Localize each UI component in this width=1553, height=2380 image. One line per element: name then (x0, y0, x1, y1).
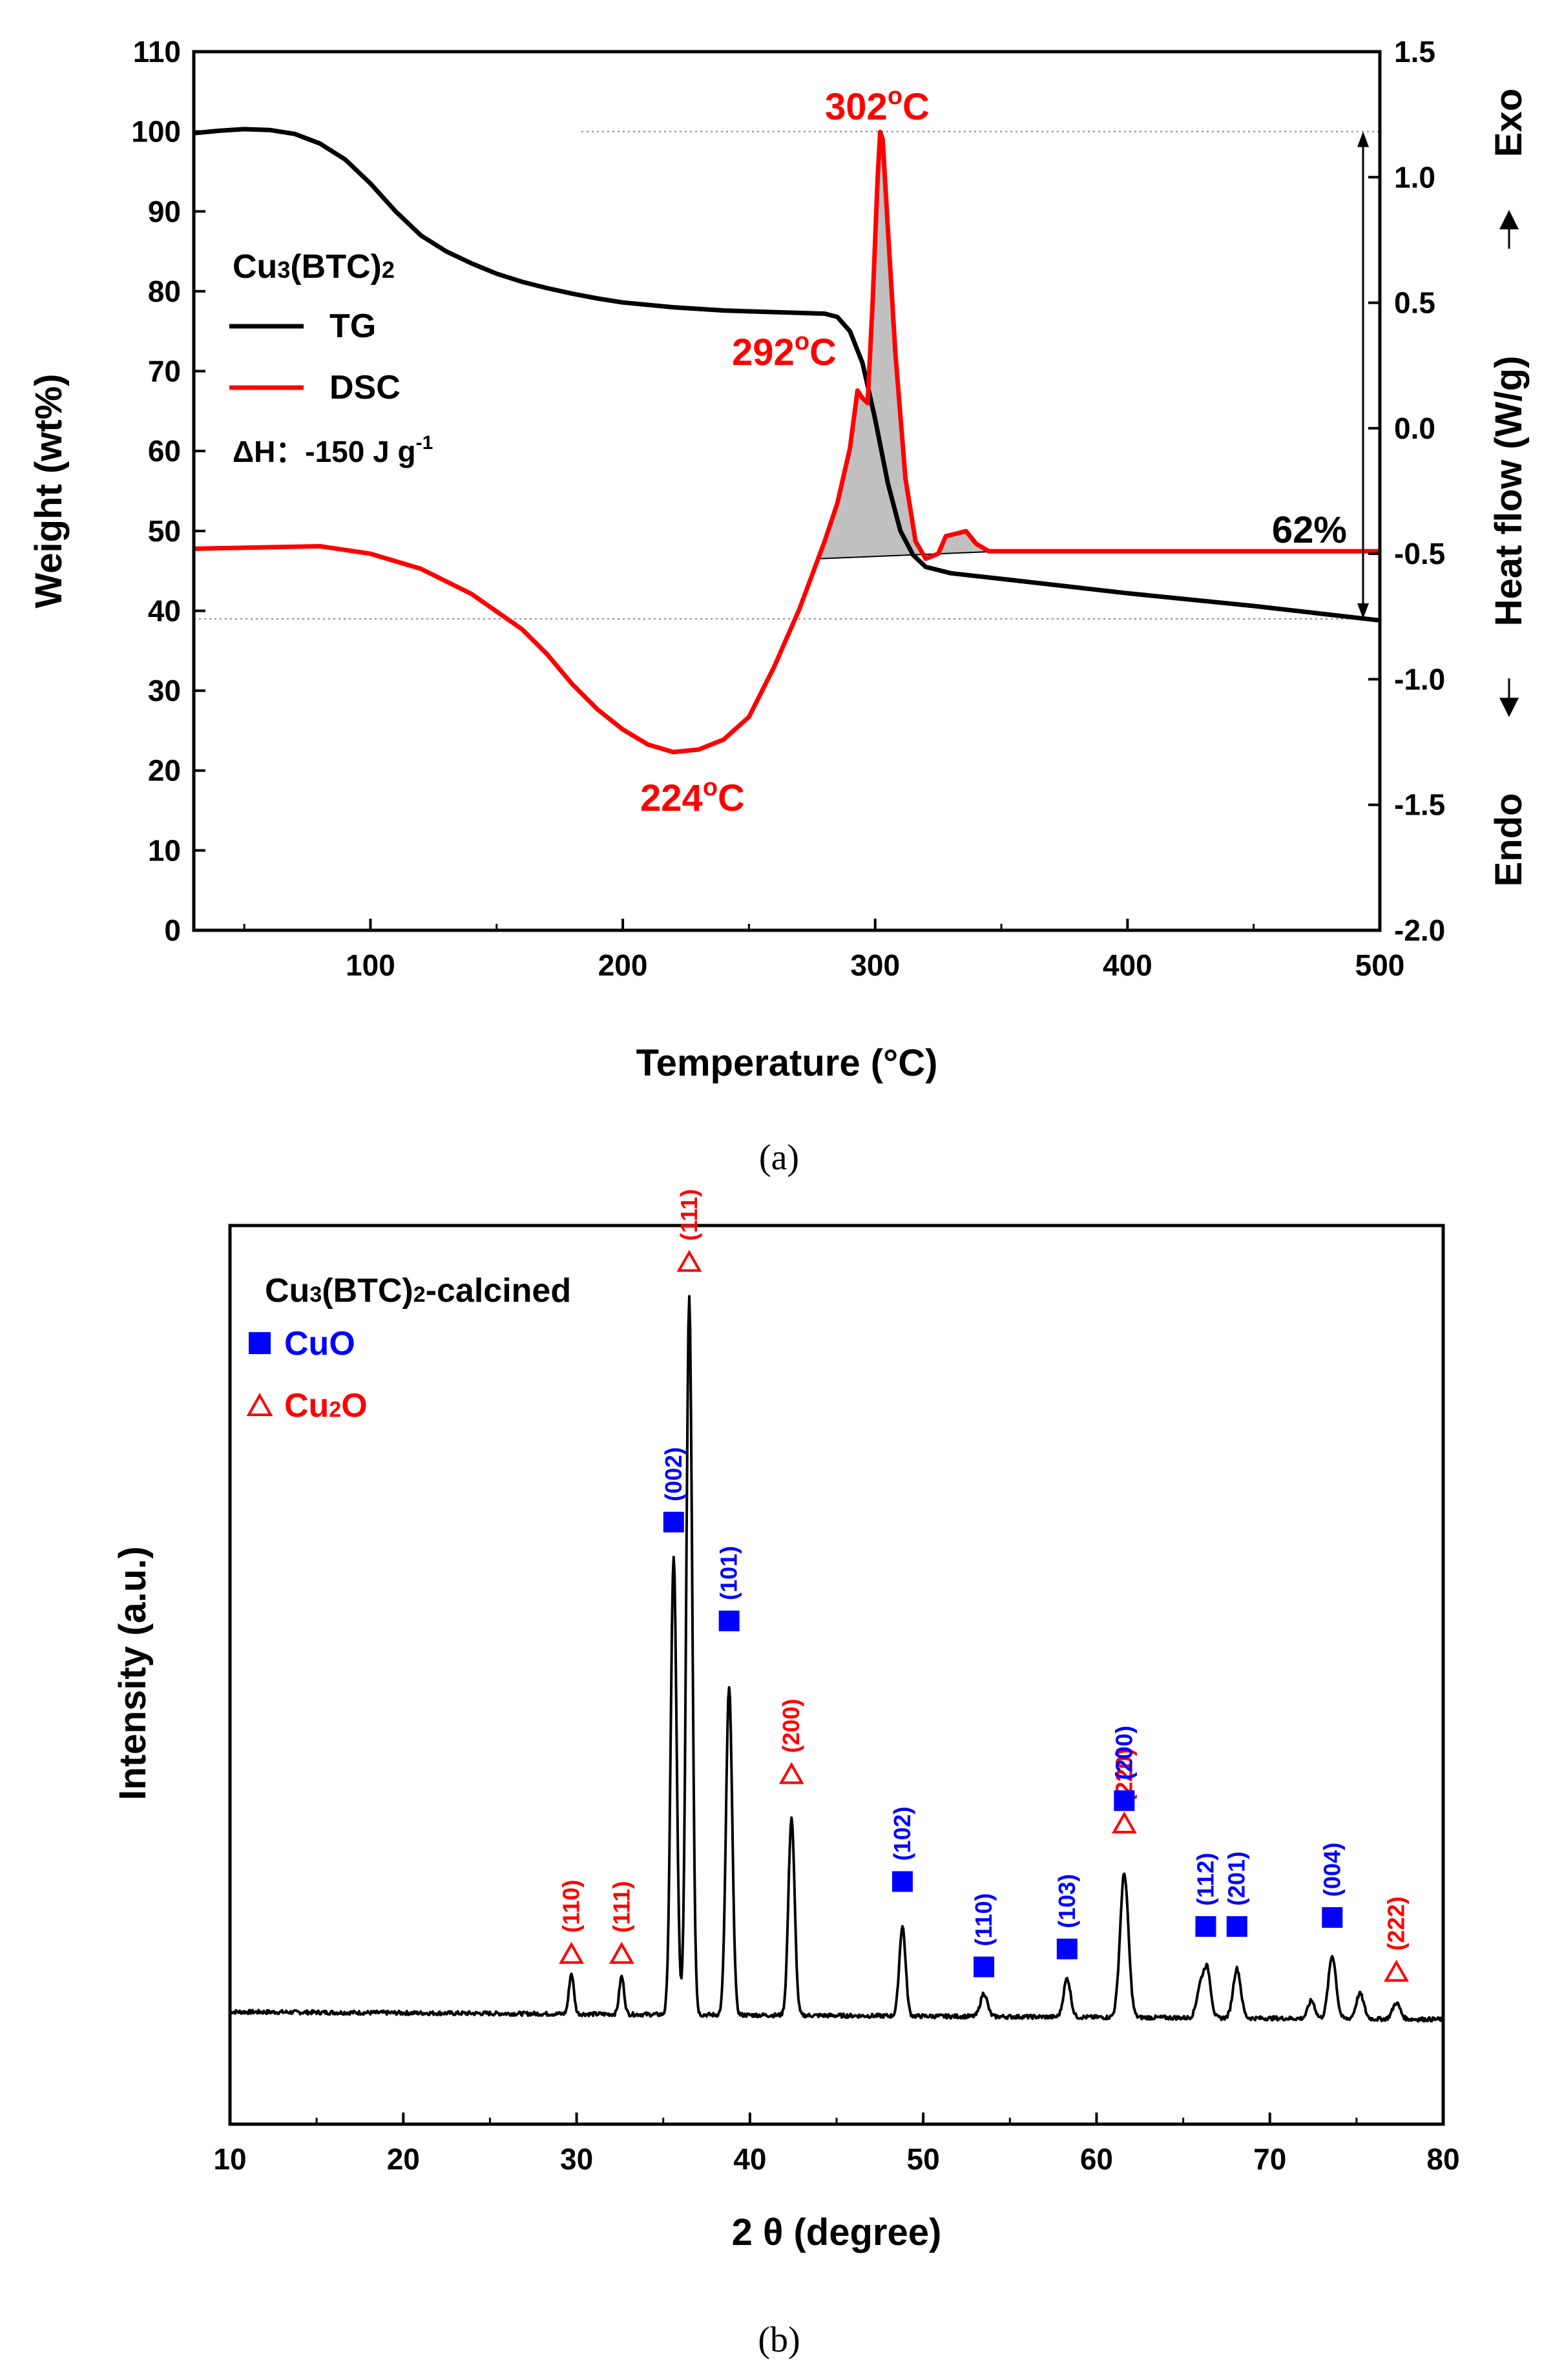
legend-tg-label: TG (329, 308, 376, 345)
y2-tick-label: 1.5 (1394, 35, 1435, 68)
hkl-label: (200) (778, 1698, 804, 1753)
x-tick-label: 400 (1103, 948, 1152, 982)
cu2o-peak-marker (778, 1762, 804, 1784)
cuo-peak-marker (718, 1611, 740, 1632)
x-tick-label: 50 (907, 2142, 940, 2176)
y2-tick-label: 0.5 (1394, 286, 1435, 320)
hkl-label: (101) (716, 1546, 742, 1600)
y-axis-label: Intensity (a.u.) (112, 1546, 154, 1800)
legend: Cu3(BTC)2 TG DSC ΔH：-150 J g-1 (229, 248, 433, 468)
tg-dsc-chart: 100 200 300 400 500 0 10 20 30 40 50 60 70 80 90 100 110… (28, 35, 1530, 1084)
x-tick-label: 100 (346, 948, 395, 982)
x-tick-label: 30 (560, 2142, 593, 2176)
annotation-302c: 302oC (825, 83, 930, 128)
series-xrd-pattern (229, 1295, 1444, 2023)
xrd-chart: (110) (111) (002) (111) (101) (200) (102) (110)… (112, 1189, 1460, 2253)
cuo-peak-marker (663, 1512, 684, 1533)
y-tick-label: 30 (148, 674, 181, 707)
cuo-peak-marker (1056, 1938, 1078, 1959)
y-tick-label: 70 (148, 355, 181, 388)
hkl-label: (002) (660, 1447, 687, 1501)
endo-label: Endo (1488, 793, 1530, 887)
hkl-label: (222) (1383, 1896, 1410, 1950)
x-axis-label: Temperature (°C) (636, 1042, 938, 1084)
series-dsc (193, 129, 1380, 755)
hkl-label: (200) (1110, 1726, 1137, 1780)
arrowhead-down-icon (1357, 603, 1369, 619)
y-tick-label: 20 (148, 754, 181, 788)
hkl-label: (112) (1192, 1853, 1218, 1906)
cuo-peak-marker (1322, 1907, 1343, 1928)
hkl-label: (004) (1318, 1842, 1345, 1897)
hkl-label: (111) (608, 1881, 634, 1933)
arrowhead-up-icon (1357, 131, 1369, 147)
x-tick-label: 40 (733, 2142, 766, 2176)
y-tick-label: 110 (133, 35, 181, 68)
cu2o-peak-marker (1384, 1959, 1410, 1982)
y-tick-label: 10 (148, 833, 181, 867)
legend-title: Cu3(BTC)2 (233, 248, 395, 286)
x-tick-label: 20 (387, 2142, 420, 2176)
y2-tick-label: -1.0 (1394, 662, 1445, 696)
annotation-292c: 292oC (732, 328, 837, 373)
hkl-label: (111) (676, 1189, 702, 1241)
legend-dh-label: ΔH：-150 J g-1 (233, 432, 433, 468)
plot-frame (192, 50, 1382, 932)
cuo-peak-marker (1226, 1915, 1247, 1937)
cu2o-peak-marker (676, 1249, 702, 1272)
cuo-peak-marker (891, 1871, 913, 1892)
x-tick-label: 10 (213, 2142, 246, 2176)
y-tick-label: 50 (148, 514, 181, 548)
y2-tick-label: 1.0 (1394, 160, 1435, 194)
panel-label-a: (a) (759, 1138, 799, 1178)
x-tick-label: 80 (1426, 2142, 1459, 2176)
y2-tick-label: -1.5 (1394, 788, 1445, 822)
y2-tick-label: -2.0 (1394, 913, 1445, 947)
panel-label-b: (b) (758, 2320, 800, 2360)
legend-cu2o-marker (246, 1392, 273, 1416)
x-tick-label: 70 (1253, 2142, 1286, 2176)
legend-dsc-label: DSC (329, 369, 401, 406)
x-axis-label: 2 θ (degree) (732, 2211, 942, 2253)
cu2o-peak-marker (1111, 1811, 1137, 1834)
x-tick-label: 500 (1355, 948, 1405, 982)
x-tick-label: 60 (1080, 2142, 1113, 2176)
legend-cu2o-label: Cu2O (284, 1387, 368, 1425)
cuo-peak-marker (974, 1956, 995, 1978)
y-tick-label: 60 (148, 434, 181, 468)
exo-label: Exo (1488, 89, 1530, 157)
hkl-label: (103) (1054, 1874, 1080, 1928)
legend-cuo-label: CuO (284, 1325, 355, 1362)
y-tick-label: 80 (148, 275, 181, 308)
cuo-peak-marker (1195, 1915, 1216, 1937)
y-tick-label: 40 (148, 594, 181, 627)
annotation-weight-loss: 62% (1272, 509, 1347, 551)
x-tick-label: 200 (598, 948, 648, 982)
y-axis-label: Weight (wt%) (28, 374, 70, 609)
hkl-label: (110) (558, 1880, 585, 1933)
y2-tick-label: -0.5 (1394, 537, 1445, 570)
cu2o-peak-marker (559, 1941, 584, 1964)
hkl-label: (110) (970, 1894, 997, 1947)
cu2o-peak-marker (609, 1941, 634, 1964)
legend: Cu3(BTC)2-calcined CuO Cu2O (246, 1272, 571, 1425)
legend-title: Cu3(BTC)2-calcined (265, 1272, 571, 1310)
y2-axis-label: Heat flow (W/g) (1488, 356, 1530, 627)
series-tg (193, 127, 1381, 623)
hkl-label: (102) (889, 1806, 915, 1861)
plot-frame (228, 1224, 1445, 2126)
hkl-label: (201) (1224, 1852, 1250, 1906)
x-tick-label: 300 (850, 948, 900, 982)
y-tick-label: 100 (131, 115, 181, 149)
annotation-224c: 224oC (640, 774, 745, 819)
y-tick-label: 90 (148, 194, 181, 228)
legend-cuo-marker (249, 1332, 271, 1354)
y2-tick-label: 0.0 (1394, 412, 1435, 445)
y-tick-label: 0 (164, 913, 181, 947)
cuo-peak-marker (1114, 1790, 1135, 1811)
